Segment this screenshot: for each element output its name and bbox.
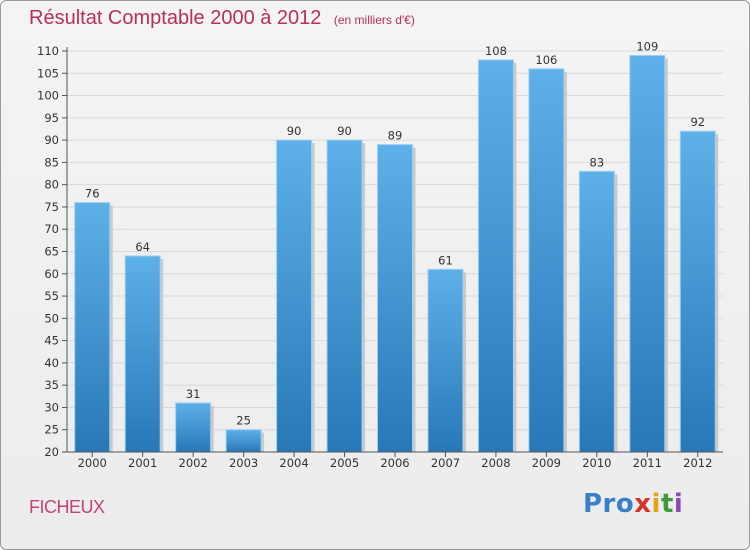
x-tick-label-2012: 2012 bbox=[683, 456, 712, 470]
logo-part-4: t bbox=[660, 489, 674, 519]
y-tick-label: 95 bbox=[44, 111, 59, 125]
bar-2012 bbox=[679, 130, 716, 453]
x-tick-label-2000: 2000 bbox=[78, 456, 107, 470]
bar-2008 bbox=[477, 59, 514, 453]
value-label-2009: 106 bbox=[535, 53, 557, 67]
chart-unit-label: (en milliers d'€) bbox=[333, 13, 415, 27]
value-label-2008: 108 bbox=[485, 44, 507, 58]
chart-title-text: Résultat Comptable 2000 à 2012 bbox=[29, 7, 322, 29]
bar-2005 bbox=[326, 139, 363, 453]
bar-2007 bbox=[427, 268, 464, 453]
y-tick-label: 70 bbox=[44, 222, 59, 236]
bar-2003 bbox=[225, 429, 262, 453]
bar-2011 bbox=[629, 54, 666, 453]
y-tick-label: 60 bbox=[44, 267, 59, 281]
y-tick-label: 75 bbox=[44, 200, 59, 214]
x-tick-label-2008: 2008 bbox=[481, 456, 510, 470]
bar-layer bbox=[74, 54, 719, 453]
logo-part-1: Pro bbox=[583, 489, 635, 519]
y-tick-label: 50 bbox=[44, 311, 59, 325]
value-label-2002: 31 bbox=[186, 387, 201, 401]
x-tick-label-2009: 2009 bbox=[532, 456, 561, 470]
bar-2002 bbox=[175, 402, 212, 453]
bar-2010 bbox=[578, 170, 615, 453]
y-tick-label: 55 bbox=[44, 289, 59, 303]
x-tick-label-2004: 2004 bbox=[279, 456, 308, 470]
x-tick-label-2006: 2006 bbox=[380, 456, 409, 470]
x-tick-label-2003: 2003 bbox=[229, 456, 258, 470]
value-label-2012: 92 bbox=[690, 115, 705, 129]
value-label-2007: 61 bbox=[438, 253, 453, 267]
x-tick-label-2010: 2010 bbox=[582, 456, 611, 470]
y-tick-label: 25 bbox=[44, 423, 59, 437]
y-tick-label: 100 bbox=[37, 89, 59, 103]
bar-2004 bbox=[276, 139, 313, 453]
y-tick-label: 80 bbox=[44, 178, 59, 192]
label-layer: 76 64 31 25 90 90 89 61 108 106 83 109 92 bbox=[85, 39, 705, 427]
value-label-2010: 83 bbox=[590, 155, 605, 169]
value-label-2006: 89 bbox=[388, 129, 403, 143]
y-tick-label: 65 bbox=[44, 245, 59, 259]
x-tick-label-2001: 2001 bbox=[128, 456, 157, 470]
bar-2009 bbox=[528, 68, 565, 453]
axis-layer: 20 25 30 35 40 45 50 55 60 65 70 75 80 85 90 95 100 105 11… bbox=[37, 44, 723, 470]
chart-title: Résultat Comptable 2000 à 2012 (en milli… bbox=[29, 7, 415, 30]
y-tick-label: 90 bbox=[44, 133, 59, 147]
value-label-2000: 76 bbox=[85, 186, 100, 200]
value-label-2005: 90 bbox=[337, 124, 352, 138]
logo-part-2: x bbox=[634, 489, 652, 519]
y-tick-label: 20 bbox=[44, 445, 59, 459]
y-tick-label: 110 bbox=[37, 44, 59, 58]
bar-2001 bbox=[124, 255, 161, 453]
value-label-2004: 90 bbox=[287, 124, 302, 138]
y-tick-label: 45 bbox=[44, 334, 59, 348]
y-tick-label: 40 bbox=[44, 356, 59, 370]
proxiti-logo[interactable]: Proxiti bbox=[583, 489, 683, 519]
logo-part-3: i bbox=[651, 489, 661, 519]
y-tick-label: 85 bbox=[44, 155, 59, 169]
y-tick-label: 30 bbox=[44, 400, 59, 414]
value-label-2001: 64 bbox=[135, 240, 150, 254]
value-label-2003: 25 bbox=[236, 414, 251, 428]
x-tick-label-2007: 2007 bbox=[431, 456, 460, 470]
x-tick-label-2011: 2011 bbox=[633, 456, 662, 470]
x-tick-label-2005: 2005 bbox=[330, 456, 359, 470]
bar-2006 bbox=[377, 144, 413, 453]
commune-name: FICHEUX bbox=[29, 497, 105, 517]
logo-part-5: i bbox=[673, 489, 684, 519]
value-label-2011: 109 bbox=[636, 39, 658, 53]
x-tick-label-2002: 2002 bbox=[179, 456, 208, 470]
y-tick-label: 35 bbox=[44, 378, 59, 392]
bar-2000 bbox=[74, 201, 111, 453]
y-tick-label: 105 bbox=[37, 66, 59, 80]
